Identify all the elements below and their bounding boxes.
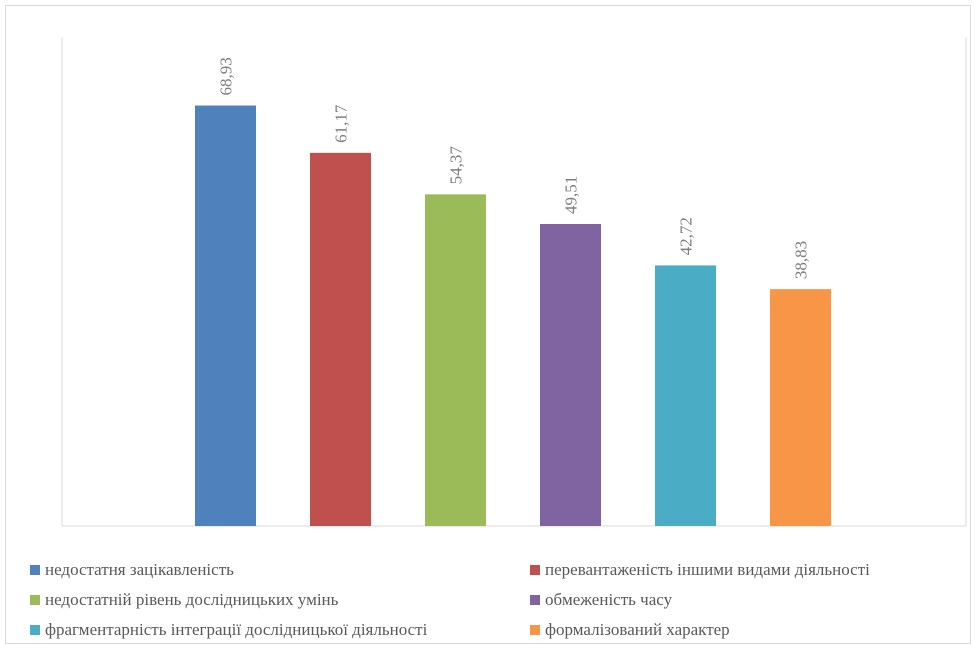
legend-label-5: фрагментарність інтеграції дослідницької…	[45, 620, 428, 639]
legend: недостатня зацікавленість перевантаженіст…	[30, 558, 970, 642]
legend-swatch-2	[530, 565, 540, 575]
bar-1	[195, 105, 256, 526]
legend-swatch-5	[30, 625, 40, 635]
legend-item-6: формалізований характер	[530, 618, 970, 642]
data-labels-group: 68,93 61,17 54,37 49,51 42,72 38,83	[217, 57, 811, 279]
legend-item-2: перевантаженість іншими видами діяльност…	[530, 558, 970, 582]
legend-label-2: перевантаженість іншими видами діяльност…	[545, 560, 870, 579]
legend-label-6: формалізований характер	[545, 620, 730, 639]
data-label-5: 42,72	[677, 217, 696, 255]
data-label-3: 54,37	[447, 146, 466, 185]
bar-3	[425, 194, 486, 526]
legend-item-5: фрагментарність інтеграції дослідницької…	[30, 618, 530, 642]
bar-2	[310, 152, 371, 526]
legend-item-4: обмеженість часу	[530, 588, 970, 612]
legend-swatch-1	[30, 565, 40, 575]
legend-label-3: недостатній рівень дослідницьких умінь	[45, 590, 339, 609]
legend-label-4: обмеженість часу	[545, 590, 673, 609]
bars-group	[195, 105, 831, 526]
legend-item-1: недостатня зацікавленість	[30, 558, 530, 582]
bar-5	[655, 265, 716, 526]
legend-item-3: недостатній рівень дослідницьких умінь	[30, 588, 530, 612]
legend-label-1: недостатня зацікавленість	[45, 560, 234, 579]
data-label-2: 61,17	[332, 104, 351, 143]
legend-swatch-6	[530, 625, 540, 635]
data-label-6: 38,83	[792, 241, 811, 279]
legend-swatch-4	[530, 595, 540, 605]
bar-4	[540, 223, 601, 526]
data-label-4: 49,51	[562, 176, 581, 214]
data-label-1: 68,93	[217, 57, 236, 95]
bar-6	[770, 289, 831, 526]
legend-swatch-3	[30, 595, 40, 605]
